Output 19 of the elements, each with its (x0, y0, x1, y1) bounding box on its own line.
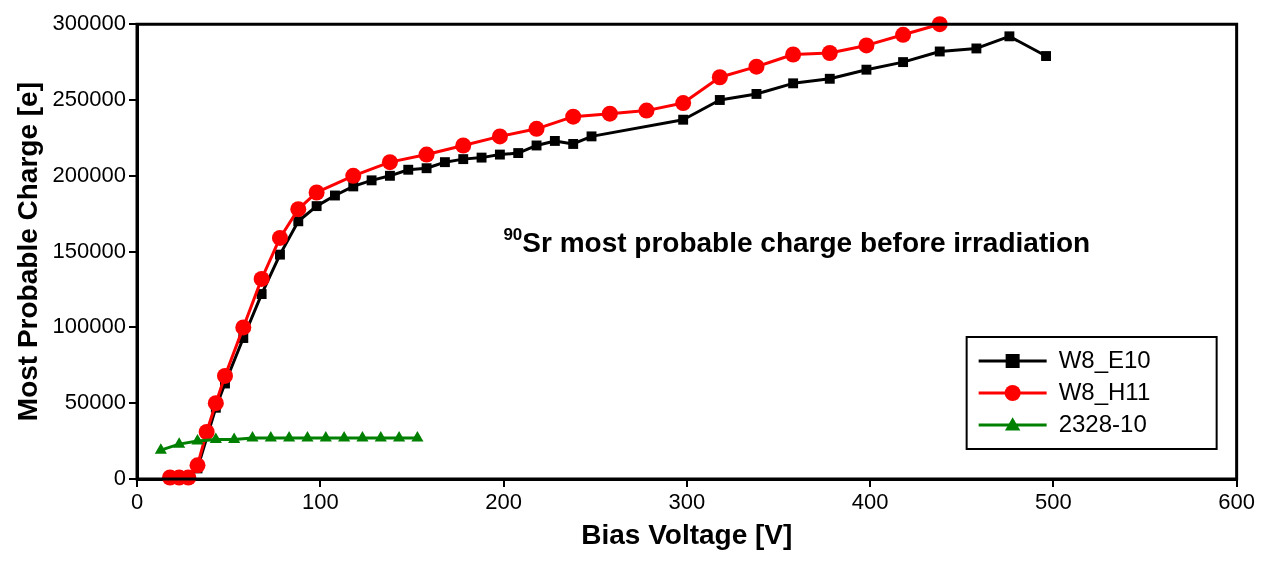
y-tick-label: 250000 (52, 86, 127, 112)
legend-label: 2328-10 (1058, 409, 1147, 437)
x-axis-title: Bias Voltage [V] (581, 518, 793, 550)
y-tick-label: 0 (113, 465, 127, 491)
y-tick-label: 50000 (64, 389, 127, 415)
x-tick-label: 0 (130, 489, 144, 515)
legend-label: W8_H11 (1058, 377, 1151, 405)
x-tick-label: 600 (1218, 489, 1256, 515)
x-tick-label: 400 (851, 489, 889, 515)
x-tick-label: 300 (668, 489, 706, 515)
y-tick-label: 200000 (52, 161, 127, 187)
legend-label: W8_E10 (1058, 345, 1151, 373)
y-tick-label: 100000 (52, 313, 127, 339)
y-axis-title: Most Probable Charge [e] (11, 82, 43, 422)
x-tick-label: 100 (301, 489, 339, 515)
y-tick-label: 300000 (52, 10, 127, 36)
y-tick-label: 150000 (52, 237, 127, 263)
x-tick-label: 200 (485, 489, 522, 515)
x-tick-label: 500 (1035, 489, 1072, 515)
